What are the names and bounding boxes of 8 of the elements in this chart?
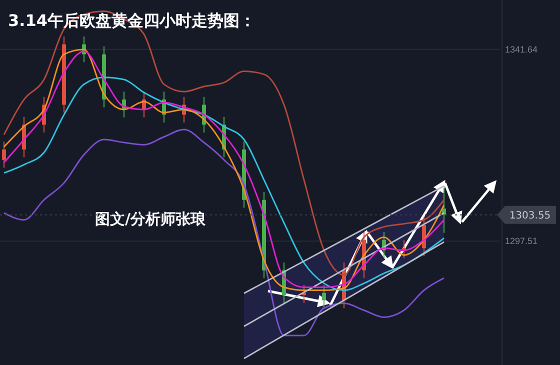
line-series: [3, 10, 445, 276]
candlestick: [2, 141, 6, 168]
candlestick: [322, 284, 326, 309]
line-series: [3, 128, 445, 336]
y-tick-label: 1341.64: [505, 44, 538, 54]
annotation: 图文/分析师张琅: [95, 210, 206, 228]
ref-line-label: 1303.55: [509, 210, 551, 222]
y-tick-label: 1297.51: [505, 236, 538, 246]
